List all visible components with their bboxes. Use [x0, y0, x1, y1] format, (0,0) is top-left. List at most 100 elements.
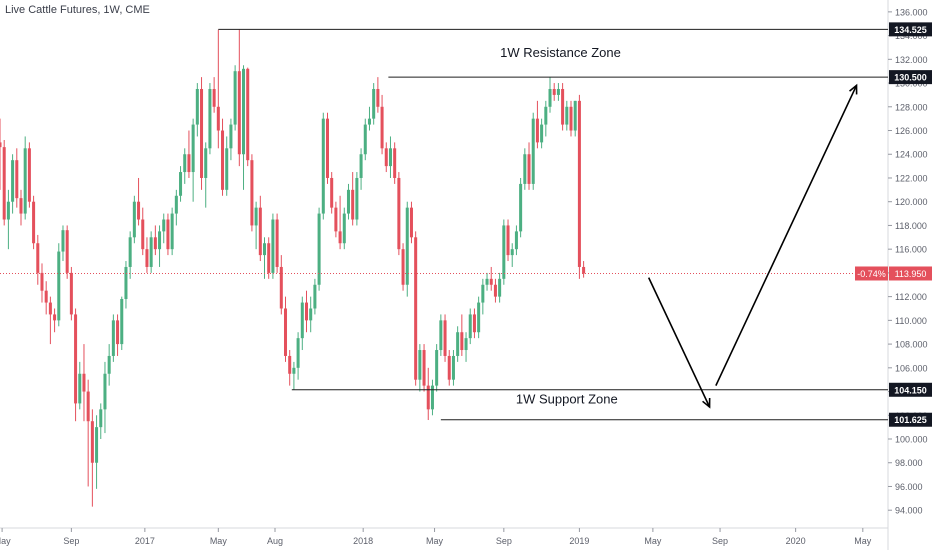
- candle-body: [409, 207, 413, 238]
- candle-body: [393, 148, 397, 178]
- candle-body: [527, 154, 531, 184]
- candle-body: [456, 332, 460, 356]
- candle-body: [183, 154, 187, 173]
- candle-body: [95, 427, 99, 463]
- x-tick-label: 2017: [135, 536, 155, 546]
- candle-body: [132, 201, 136, 238]
- candle-body: [296, 338, 300, 368]
- candle-body: [170, 213, 174, 250]
- x-tick-label: Aug: [267, 536, 283, 546]
- candle-body: [506, 225, 510, 256]
- candle-body: [430, 385, 434, 410]
- candle-body: [556, 88, 560, 95]
- candle-body: [137, 201, 141, 220]
- candle-body: [582, 266, 586, 274]
- candle-body: [149, 237, 153, 267]
- y-tick-label: 120.000: [895, 197, 928, 207]
- candle-body: [346, 189, 350, 214]
- candle-body: [116, 320, 120, 345]
- x-tick-label: Sep: [496, 536, 512, 546]
- candle-body: [124, 266, 128, 300]
- candle-body: [128, 237, 132, 267]
- candle-body: [275, 219, 279, 267]
- candle-body: [300, 302, 304, 339]
- candle-body: [208, 88, 212, 149]
- candle-body: [187, 154, 191, 173]
- current-price-tag: [889, 266, 932, 281]
- candle-body: [544, 106, 548, 125]
- candle-body: [246, 68, 250, 161]
- y-tick-label: 136.000: [895, 7, 928, 17]
- candle-body: [540, 124, 544, 143]
- candle-body: [279, 266, 283, 309]
- candle-body: [74, 314, 78, 404]
- projection-arrow-head: [702, 397, 711, 409]
- candle-body: [27, 148, 31, 202]
- candle-body: [577, 100, 581, 267]
- candle-body: [472, 314, 476, 333]
- y-tick-label: 132.000: [895, 55, 928, 65]
- x-tick-label: 2019: [569, 536, 589, 546]
- y-tick-label: 124.000: [895, 150, 928, 160]
- candle-body: [44, 290, 48, 303]
- candle-body: [174, 195, 178, 214]
- candle-body: [439, 320, 443, 351]
- candle-body: [397, 177, 401, 250]
- candle-body: [82, 373, 86, 392]
- candle-body: [179, 172, 183, 196]
- candle-body: [535, 118, 539, 143]
- zone-annotation: 1W Resistance Zone: [500, 45, 621, 60]
- candle-body: [191, 124, 195, 173]
- candle-body: [426, 385, 430, 410]
- candle-body: [103, 373, 107, 410]
- candle-body: [2, 147, 6, 220]
- candle-body: [65, 230, 69, 273]
- candle-body: [481, 284, 485, 303]
- candle-body: [120, 299, 124, 345]
- candle-body: [212, 88, 216, 107]
- candle-body: [162, 219, 166, 232]
- candle-body: [11, 160, 15, 202]
- x-tick-label: May: [0, 536, 11, 546]
- candle-body: [304, 302, 309, 321]
- candle-body: [460, 332, 464, 351]
- candle-body: [40, 272, 44, 291]
- candle-body: [451, 355, 455, 380]
- candle-body: [498, 278, 502, 297]
- candle-body: [36, 243, 40, 273]
- candle-body: [111, 320, 115, 356]
- candle-body: [19, 198, 23, 214]
- candle-body: [321, 118, 325, 214]
- candle-body: [342, 213, 346, 244]
- candle-body: [200, 88, 204, 178]
- y-tick-label: 100.000: [895, 435, 928, 445]
- y-tick-label: 128.000: [895, 102, 928, 112]
- candle-body: [363, 124, 367, 155]
- candle-body: [86, 391, 90, 422]
- candle-body: [283, 308, 288, 356]
- candle-body: [464, 338, 468, 351]
- y-tick-label: 98.000: [895, 458, 923, 468]
- candle-body: [317, 213, 321, 285]
- candle-body: [61, 230, 65, 252]
- candle-body: [380, 106, 384, 149]
- candle-body: [229, 124, 233, 149]
- candle-body: [57, 251, 61, 321]
- candle-body: [32, 201, 36, 244]
- candle-body: [258, 207, 262, 256]
- x-tick-label: 2018: [353, 536, 373, 546]
- price-level-tag: [889, 22, 932, 37]
- projection-arrow-line: [715, 85, 858, 386]
- x-tick-label: May: [426, 536, 444, 546]
- candle-body: [262, 243, 267, 256]
- candle-body: [514, 231, 518, 250]
- candle-body: [531, 118, 535, 184]
- price-level-tag: [889, 382, 932, 397]
- zone-annotation: 1W Support Zone: [516, 391, 618, 406]
- candle-body: [510, 249, 514, 256]
- candle-body: [166, 219, 170, 250]
- candle-body: [141, 219, 145, 250]
- candle-body: [271, 219, 275, 273]
- candle-body: [195, 88, 199, 125]
